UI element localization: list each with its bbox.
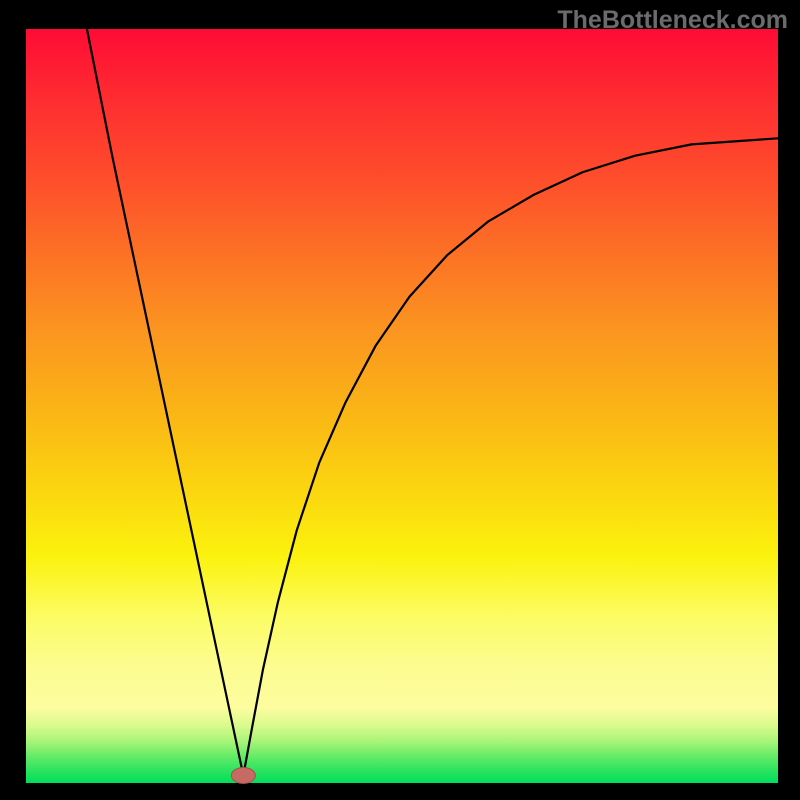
chart-container: TheBottleneck.com — [0, 0, 800, 800]
optimum-marker — [231, 767, 255, 783]
bottleneck-chart — [0, 0, 800, 800]
watermark-text: TheBottleneck.com — [557, 6, 788, 35]
chart-gradient-background — [26, 29, 778, 783]
